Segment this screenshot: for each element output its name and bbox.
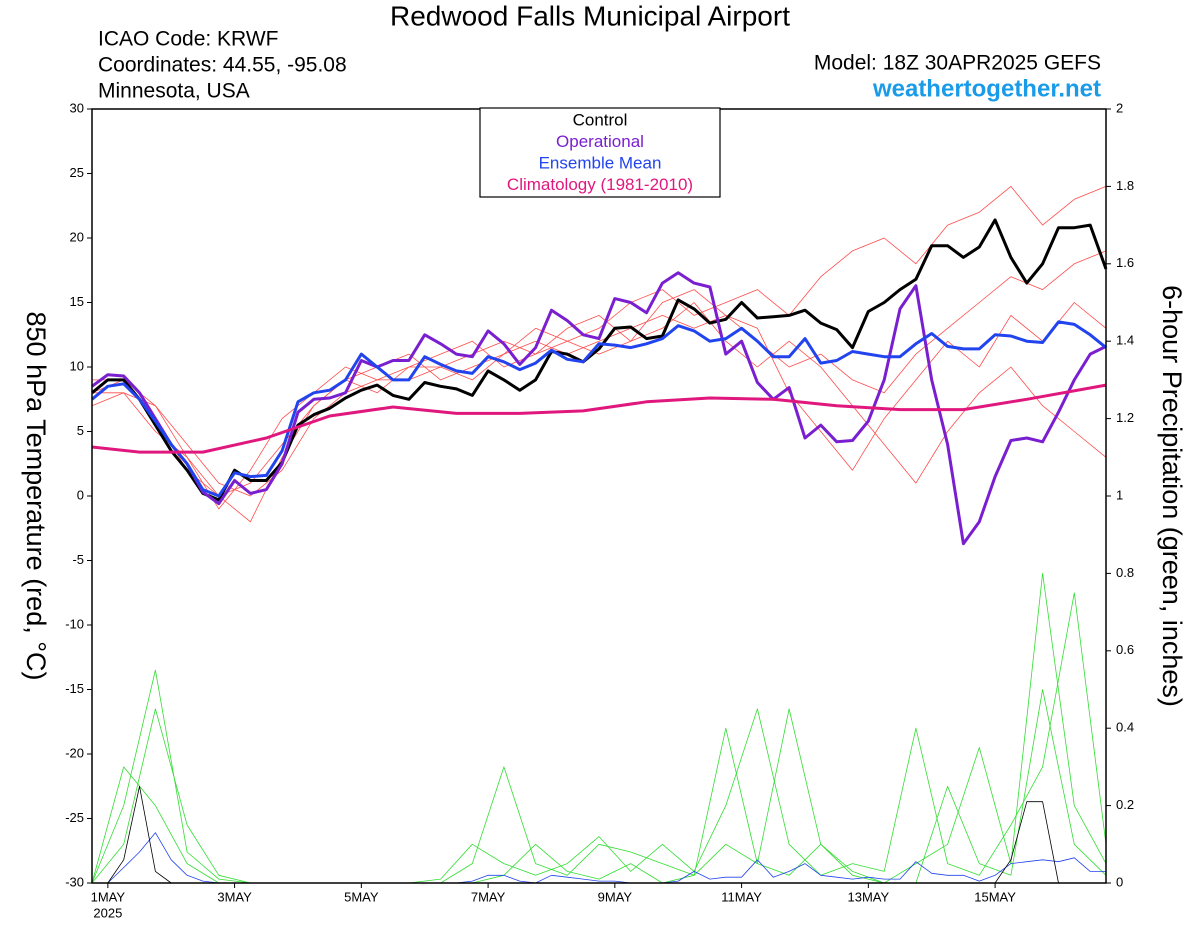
series-line xyxy=(91,320,1107,498)
legend-entry: Operational xyxy=(556,132,644,151)
y-tick-label: 5 xyxy=(77,423,84,438)
legend-entry: Control xyxy=(573,110,628,129)
x-tick-label: 5MAY xyxy=(344,889,379,904)
y-tick-label: 0 xyxy=(77,487,84,502)
chart-title: Redwood Falls Municipal Airport xyxy=(390,0,790,31)
info-line: Minnesota, USA xyxy=(98,80,250,103)
y-tick-label: 10 xyxy=(70,358,84,373)
y-tick-label: -30 xyxy=(65,874,84,889)
y-tick-label: -15 xyxy=(65,681,84,696)
x-tick-label: 7MAY xyxy=(471,889,506,904)
y-tick-label: 30 xyxy=(70,100,84,115)
member-line xyxy=(91,689,1107,884)
y-axis-label: 850 hPa Temperature (red, °C) xyxy=(21,312,51,681)
y2-tick-label: 1.2 xyxy=(1116,410,1134,425)
y2-tick-label: 1.6 xyxy=(1116,255,1134,270)
y-tick-label: -10 xyxy=(65,616,84,631)
y2-tick-label: 0.4 xyxy=(1116,720,1134,735)
x-tick-label: 9MAY xyxy=(598,889,633,904)
y2-tick-label: 0 xyxy=(1116,874,1123,889)
member-line xyxy=(91,250,1107,497)
member-line xyxy=(92,186,1107,497)
website: weathertogether.net xyxy=(872,75,1101,102)
y2-tick-label: 1.8 xyxy=(1116,178,1134,193)
member-line xyxy=(91,289,1107,510)
member-line xyxy=(92,302,1107,523)
x-tick-label: 13MAY xyxy=(848,889,890,904)
legend-box xyxy=(479,107,721,198)
series-line xyxy=(91,218,1108,502)
y2-tick-label: 2 xyxy=(1116,100,1123,115)
x-tick-label: 15MAY xyxy=(974,889,1016,904)
plot-frame xyxy=(91,108,1107,884)
legend-entry: Climatology (1981-2010) xyxy=(507,175,693,194)
x-tick-label: 3MAY xyxy=(217,889,252,904)
y2-tick-label: 1.4 xyxy=(1116,333,1134,348)
model-label: Model: 18Z 30APR2025 GEFS xyxy=(814,52,1101,75)
plot-area xyxy=(91,186,1108,884)
member-line xyxy=(91,592,1107,884)
series-line xyxy=(91,383,1107,454)
y2-tick-label: 0.6 xyxy=(1116,642,1134,657)
member-line xyxy=(107,785,1106,884)
y-tick-label: 25 xyxy=(70,165,84,180)
x-tick-label: 11MAY xyxy=(721,889,762,904)
y2-tick-label: 0.8 xyxy=(1116,565,1134,580)
y2-tick-label: 0.2 xyxy=(1116,797,1134,812)
y-tick-label: 20 xyxy=(70,229,84,244)
x-tick-label: 1MAY xyxy=(91,889,126,904)
info-line: Coordinates: 44.55, -95.08 xyxy=(98,54,347,77)
y-tick-label: -5 xyxy=(72,552,84,567)
info-line: ICAO Code: KRWF xyxy=(98,28,279,51)
y-tick-label: -25 xyxy=(65,810,84,825)
y2-axis-label: 6-hour Precipitation (green, inches) xyxy=(1157,285,1187,707)
y-tick-label: 15 xyxy=(70,294,84,309)
series-line xyxy=(91,271,1107,546)
y2-tick-label: 1 xyxy=(1116,487,1123,502)
legend-entry: Ensemble Mean xyxy=(539,153,662,172)
x-year-label: 2025 xyxy=(93,905,122,920)
y-tick-label: -20 xyxy=(65,745,84,760)
